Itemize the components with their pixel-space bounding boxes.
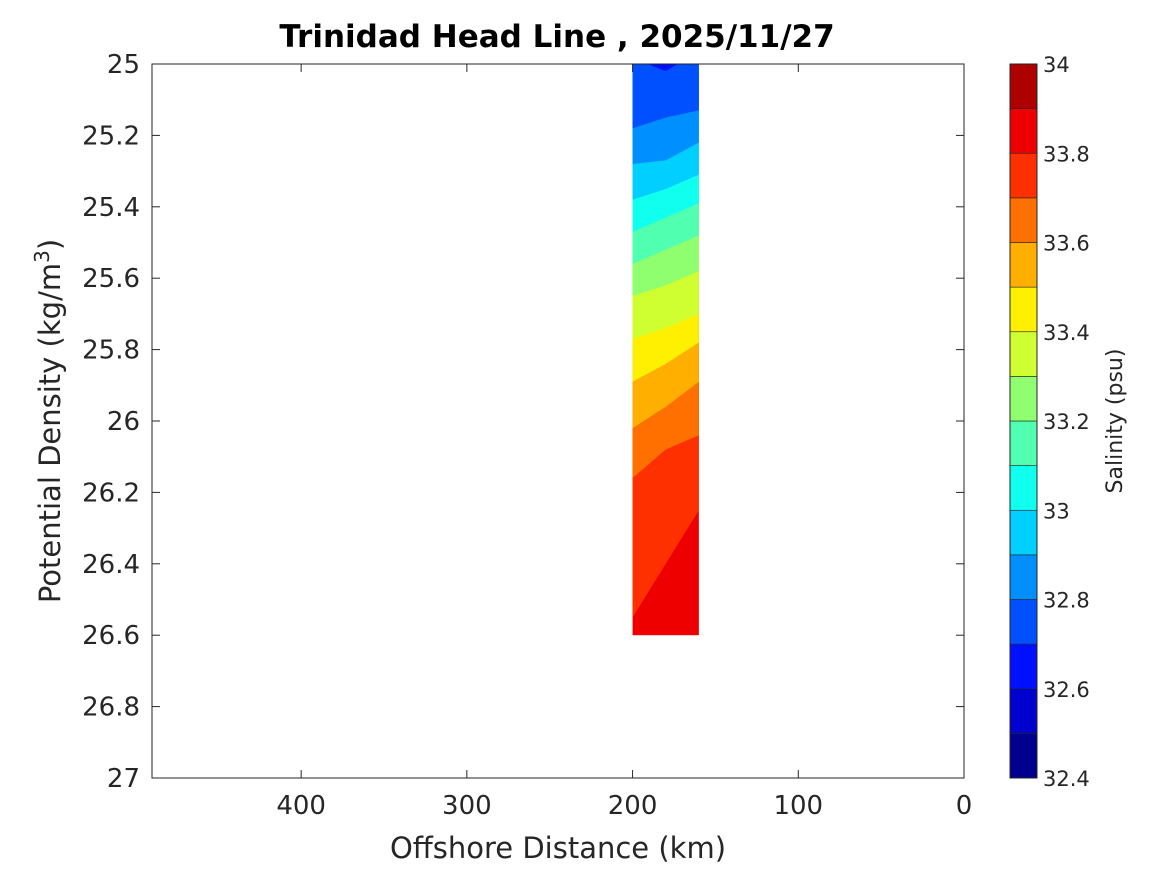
contour-fill [632, 64, 699, 636]
colorbar-swatch [1009, 376, 1038, 422]
colorbar-tick-label: 32.6 [1043, 678, 1090, 702]
contour-band [647, 64, 678, 72]
y-tick-label: 25 [107, 50, 140, 80]
colorbar-label: Salinity (psu) [1103, 349, 1128, 494]
chart-title: Trinidad Head Line , 2025/11/27 [279, 19, 834, 55]
colorbar-tick-label: 33.2 [1043, 410, 1090, 434]
colorbar-swatch [1009, 242, 1038, 288]
colorbar-swatch [1009, 286, 1038, 333]
y-tick-label: 25.6 [82, 264, 140, 294]
contour-band [632, 64, 699, 129]
x-tick-label: 0 [956, 791, 973, 821]
colorbar-swatch [1009, 63, 1038, 109]
x-axis-ticks: 400 300 200 100 0 [276, 64, 972, 821]
colorbar-swatches [1009, 63, 1038, 779]
colorbar-swatch [1009, 197, 1038, 243]
colorbar-swatch [1009, 643, 1038, 690]
colorbar-swatch [1009, 599, 1038, 645]
colorbar-tick-label: 34 [1043, 53, 1070, 77]
plot-background [152, 64, 964, 778]
colorbar-tick-label: 32.8 [1043, 589, 1090, 613]
y-tick-label: 26.4 [82, 550, 140, 580]
colorbar-swatch [1009, 688, 1038, 734]
colorbar-frame [1009, 63, 1038, 779]
colorbar-swatch [1009, 733, 1038, 779]
colorbar-tick-label: 33.4 [1043, 321, 1090, 345]
y-axis-label-superscript: 3 [30, 250, 54, 263]
y-tick-label: 25.8 [82, 336, 140, 366]
colorbar: 32.4 32.6 32.8 33 33.2 33.4 33.6 33.8 34 Salinit… [1009, 53, 1128, 791]
y-tick-label: 26.8 [82, 693, 140, 723]
y-axis-label: Potential Density (kg/m3) [30, 239, 67, 603]
colorbar-swatch [1009, 509, 1038, 556]
x-axis-label: Offshore Distance (km) [390, 831, 726, 865]
colorbar-swatch [1009, 152, 1038, 199]
y-tick-label: 26.2 [82, 478, 140, 508]
colorbar-swatch [1009, 420, 1038, 466]
y-tick-label: 25.4 [82, 193, 140, 223]
colorbar-tick-label: 33.6 [1043, 232, 1090, 256]
x-tick-label: 300 [442, 791, 492, 821]
y-axis-label-close: ) [33, 239, 67, 250]
colorbar-swatch [1009, 465, 1038, 511]
y-tick-label: 26 [107, 407, 140, 437]
colorbar-swatch [1009, 331, 1038, 377]
y-tick-label: 27 [107, 764, 140, 794]
x-tick-label: 200 [608, 791, 658, 821]
colorbar-ticks: 32.4 32.6 32.8 33 33.2 33.4 33.6 33.8 34 [1043, 53, 1090, 791]
y-axis-ticks: 25 25.2 25.4 25.6 25.8 26 26.2 26.4 26.6 26.8 27 [82, 50, 964, 794]
colorbar-tick-label: 32.4 [1043, 767, 1090, 791]
x-tick-label: 400 [276, 791, 326, 821]
colorbar-tick-label: 33 [1043, 499, 1070, 523]
plot-area: 400 300 200 100 0 25 25.2 25.4 25.6 25.8 26 26.2 26… [82, 50, 972, 821]
y-tick-label: 25.2 [82, 121, 140, 151]
x-tick-label: 100 [773, 791, 823, 821]
y-tick-label: 26.6 [82, 621, 140, 651]
y-axis-label-main: Potential Density (kg/m [33, 263, 67, 603]
colorbar-tick-label: 33.8 [1043, 142, 1090, 166]
colorbar-swatch [1009, 554, 1038, 600]
colorbar-swatch [1009, 108, 1038, 154]
